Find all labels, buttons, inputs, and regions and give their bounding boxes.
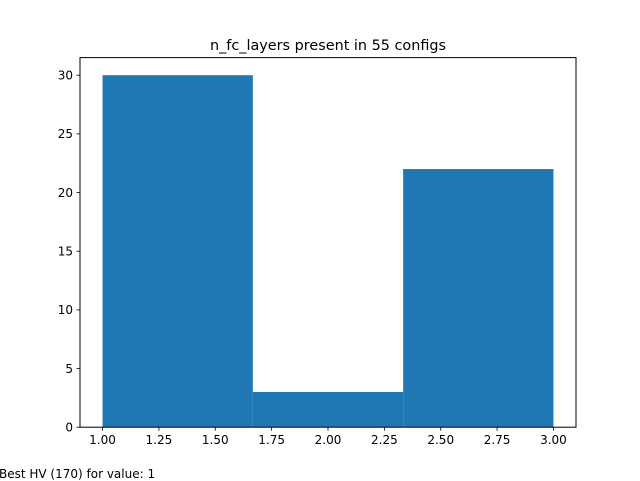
x-tick-label: 1.50 <box>202 433 229 447</box>
x-tick-label: 2.75 <box>484 433 511 447</box>
x-axis-ticks: 1.00 1.25 1.50 1.75 2.00 2.25 2.50 2.75 3.00 <box>89 427 567 447</box>
y-tick-label: 0 <box>65 421 73 435</box>
bar-bin-2 <box>252 392 404 428</box>
x-tick-label: 1.75 <box>258 433 285 447</box>
x-tick-label: 1.25 <box>146 433 173 447</box>
y-tick-label: 20 <box>58 186 73 200</box>
x-tick-label: 1.00 <box>89 433 116 447</box>
bar-bin-1 <box>102 75 253 428</box>
y-tick-label: 5 <box>65 362 73 376</box>
y-tick-label: 25 <box>58 127 73 141</box>
y-axis-ticks: 0 5 10 15 20 25 30 <box>58 69 80 435</box>
best-hv-note: Best HV (170) for value: 1 <box>0 467 156 481</box>
x-tick-label: 2.50 <box>427 433 454 447</box>
x-tick-label: 3.00 <box>540 433 567 447</box>
chart-title: n_fc_layers present in 55 configs <box>210 38 446 54</box>
y-tick-label: 30 <box>58 69 73 83</box>
bar-bin-3 <box>403 169 554 428</box>
x-tick-label: 2.25 <box>371 433 398 447</box>
y-tick-label: 10 <box>58 303 73 317</box>
bars-group <box>102 75 554 428</box>
x-tick-label: 2.00 <box>315 433 342 447</box>
y-tick-label: 15 <box>58 245 73 259</box>
